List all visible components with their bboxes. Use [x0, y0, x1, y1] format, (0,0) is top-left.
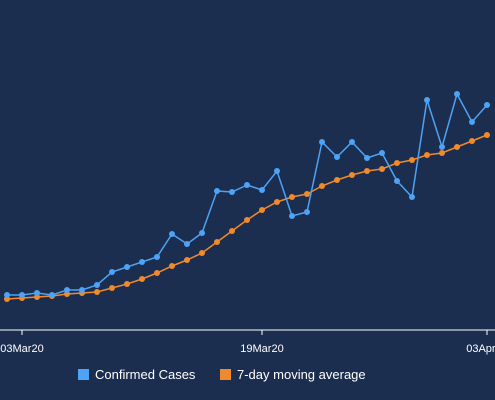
- data-point: [469, 138, 475, 144]
- data-point: [94, 289, 100, 295]
- data-point: [364, 155, 370, 161]
- data-point: [19, 292, 25, 298]
- data-point: [4, 292, 10, 298]
- data-point: [124, 264, 130, 270]
- data-point: [169, 231, 175, 237]
- data-point: [439, 150, 445, 156]
- data-point: [274, 199, 280, 205]
- data-point: [409, 157, 415, 163]
- legend-label: Confirmed Cases: [95, 367, 196, 382]
- data-point: [334, 177, 340, 183]
- series-line: [7, 92, 488, 296]
- data-point: [34, 290, 40, 296]
- data-point: [214, 188, 220, 194]
- data-point: [334, 154, 340, 160]
- data-point: [289, 194, 295, 200]
- data-point: [244, 182, 250, 188]
- data-point: [364, 168, 370, 174]
- data-point: [424, 97, 430, 103]
- data-point: [124, 281, 130, 287]
- data-point: [259, 207, 265, 213]
- data-point: [409, 194, 415, 200]
- data-point: [49, 292, 55, 298]
- data-point: [64, 287, 70, 293]
- data-point: [229, 189, 235, 195]
- data-point: [244, 217, 250, 223]
- data-point: [199, 250, 205, 256]
- data-point: [394, 178, 400, 184]
- data-point: [349, 172, 355, 178]
- data-point: [469, 119, 475, 125]
- data-point: [109, 285, 115, 291]
- data-point: [424, 152, 430, 158]
- data-point: [319, 139, 325, 145]
- data-point: [379, 150, 385, 156]
- legend-label: 7-day moving average: [237, 367, 366, 382]
- data-point: [184, 257, 190, 263]
- data-point: [154, 254, 160, 260]
- data-point: [439, 144, 445, 150]
- data-point: [394, 160, 400, 166]
- data-point: [304, 209, 310, 215]
- data-point: [259, 187, 265, 193]
- data-point: [184, 241, 190, 247]
- data-point: [139, 276, 145, 282]
- legend-swatch: [220, 369, 231, 380]
- data-point: [289, 213, 295, 219]
- data-point: [79, 287, 85, 293]
- data-point: [379, 166, 385, 172]
- data-point: [154, 270, 160, 276]
- data-point: [454, 144, 460, 150]
- data-point: [319, 183, 325, 189]
- x-tick-label: 03Mar20: [0, 343, 43, 355]
- data-point: [94, 282, 100, 288]
- data-point: [454, 91, 460, 97]
- x-tick-label: 03Apr20: [466, 343, 495, 355]
- data-point: [349, 139, 355, 145]
- data-point: [484, 102, 490, 108]
- legend-swatch: [78, 369, 89, 380]
- data-point: [169, 263, 175, 269]
- data-point: [109, 269, 115, 275]
- data-point: [199, 230, 205, 236]
- data-point: [484, 132, 490, 138]
- data-point: [139, 259, 145, 265]
- data-point: [229, 228, 235, 234]
- x-tick-label: 19Mar20: [240, 343, 283, 355]
- data-point: [214, 239, 220, 245]
- data-point: [274, 168, 280, 174]
- data-point: [304, 191, 310, 197]
